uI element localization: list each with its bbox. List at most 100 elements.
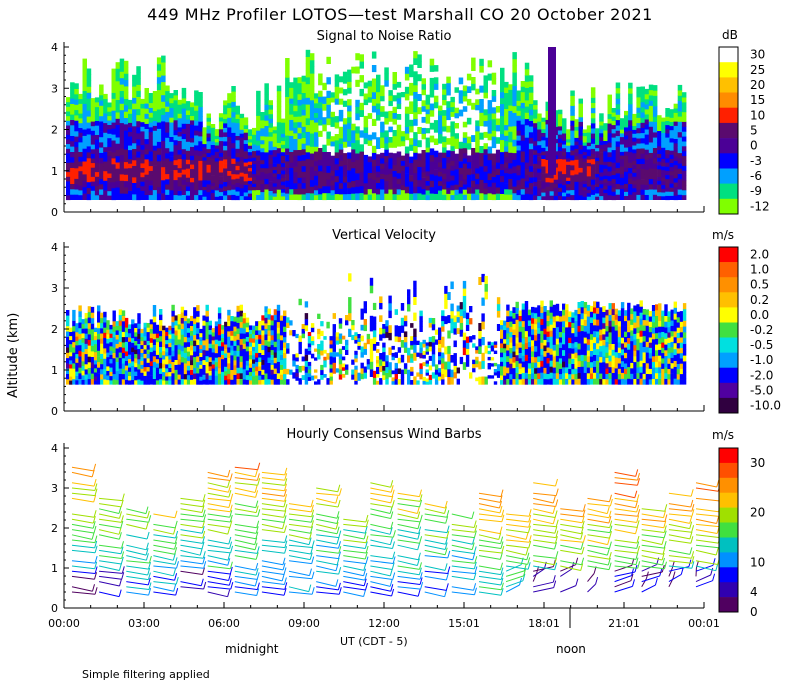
velocity-cell xyxy=(376,363,380,367)
snr-cell xyxy=(173,184,178,191)
snr-cell xyxy=(90,98,96,104)
velocity-cell xyxy=(165,331,169,337)
velocity-cell xyxy=(586,333,591,340)
velocity-cell xyxy=(416,380,420,385)
velocity-cell xyxy=(69,368,73,373)
snr-cell xyxy=(86,98,92,105)
snr-cell xyxy=(161,160,166,168)
snr-cell xyxy=(351,180,356,188)
snr-cell xyxy=(161,173,166,181)
snr-cell xyxy=(318,90,323,97)
velocity-cell xyxy=(230,340,234,346)
snr-cell xyxy=(268,136,273,142)
velocity-cell xyxy=(345,315,349,321)
velocity-cell xyxy=(84,333,88,339)
velocity-cell xyxy=(273,341,278,348)
velocity-cell xyxy=(196,333,200,340)
snr-cell xyxy=(669,179,674,184)
snr-cell xyxy=(227,131,232,138)
velocity-cell xyxy=(109,324,113,330)
snr-cell xyxy=(669,125,674,131)
velocity-cell xyxy=(283,352,287,359)
snr-cell xyxy=(123,187,129,194)
velocity-cell xyxy=(565,372,569,379)
snr-cell xyxy=(446,193,451,201)
snr-cell xyxy=(148,156,154,162)
snr-cell xyxy=(326,192,331,200)
snr-cell xyxy=(657,195,662,200)
velocity-cell xyxy=(131,370,135,376)
snr-cell xyxy=(235,105,240,111)
snr-cell xyxy=(512,139,517,147)
snr-cell xyxy=(66,181,71,187)
snr-cell xyxy=(376,108,381,115)
snr-cell xyxy=(115,62,121,69)
snr-cell xyxy=(657,138,662,143)
velocity-cell xyxy=(496,364,501,372)
velocity-cell xyxy=(124,374,129,380)
snr-cell xyxy=(90,158,96,164)
snr-cell xyxy=(322,103,327,111)
snr-cell xyxy=(491,141,497,149)
snr-cell xyxy=(90,148,96,154)
velocity-cell xyxy=(540,348,544,355)
velocity-cell xyxy=(314,381,318,385)
snr-cell xyxy=(603,164,608,169)
velocity-cell xyxy=(273,357,278,364)
velocity-cell xyxy=(317,333,321,340)
velocity-cell xyxy=(75,331,79,337)
velocity-cell xyxy=(239,338,243,345)
snr-cell xyxy=(223,109,228,115)
snr-cell xyxy=(239,133,245,138)
snr-cell xyxy=(429,186,435,194)
velocity-cell xyxy=(106,334,110,339)
snr-cell xyxy=(371,159,377,167)
velocity-cell xyxy=(190,335,194,341)
snr-cell xyxy=(644,134,650,140)
snr-cell xyxy=(359,144,364,152)
snr-cell xyxy=(570,100,575,106)
snr-cell xyxy=(648,189,654,195)
snr-cell xyxy=(677,90,683,96)
velocity-cell xyxy=(230,325,234,331)
velocity-cell xyxy=(267,308,271,315)
velocity-cell xyxy=(518,368,522,375)
velocity-cell xyxy=(369,315,374,324)
snr-cell xyxy=(214,174,220,178)
velocity-cell xyxy=(469,336,473,343)
velocity-cell xyxy=(441,379,445,385)
snr-cell xyxy=(516,150,521,156)
velocity-cell xyxy=(472,359,476,365)
snr-cell xyxy=(90,121,96,127)
velocity-cell xyxy=(199,360,203,365)
snr-cell xyxy=(330,185,335,191)
snr-cell xyxy=(376,188,381,195)
snr-cell xyxy=(644,93,650,100)
snr-cell xyxy=(562,140,567,145)
snr-cell xyxy=(429,58,435,66)
velocity-cell xyxy=(577,307,581,315)
velocity-cell xyxy=(484,283,488,292)
snr-cell xyxy=(297,110,302,117)
snr-cell xyxy=(198,106,203,112)
velocity-cell xyxy=(329,356,333,361)
snr-cell xyxy=(652,132,658,138)
snr-cell xyxy=(297,105,302,111)
velocity-cell xyxy=(524,312,529,320)
snr-cell xyxy=(508,168,513,174)
snr-cell xyxy=(454,179,459,185)
velocity-cell xyxy=(118,346,123,353)
velocity-cell xyxy=(332,324,336,330)
snr-cell xyxy=(280,126,286,131)
velocity-cell xyxy=(224,357,228,363)
snr-cell xyxy=(491,95,497,102)
snr-cell xyxy=(342,135,348,142)
velocity-cell xyxy=(580,366,584,373)
velocity-cell xyxy=(255,370,259,376)
snr-cell xyxy=(194,120,199,126)
velocity-cell xyxy=(227,357,231,364)
velocity-cell xyxy=(100,343,104,349)
snr-cell xyxy=(574,130,579,135)
snr-cell xyxy=(314,93,319,99)
velocity-cell xyxy=(509,358,513,364)
